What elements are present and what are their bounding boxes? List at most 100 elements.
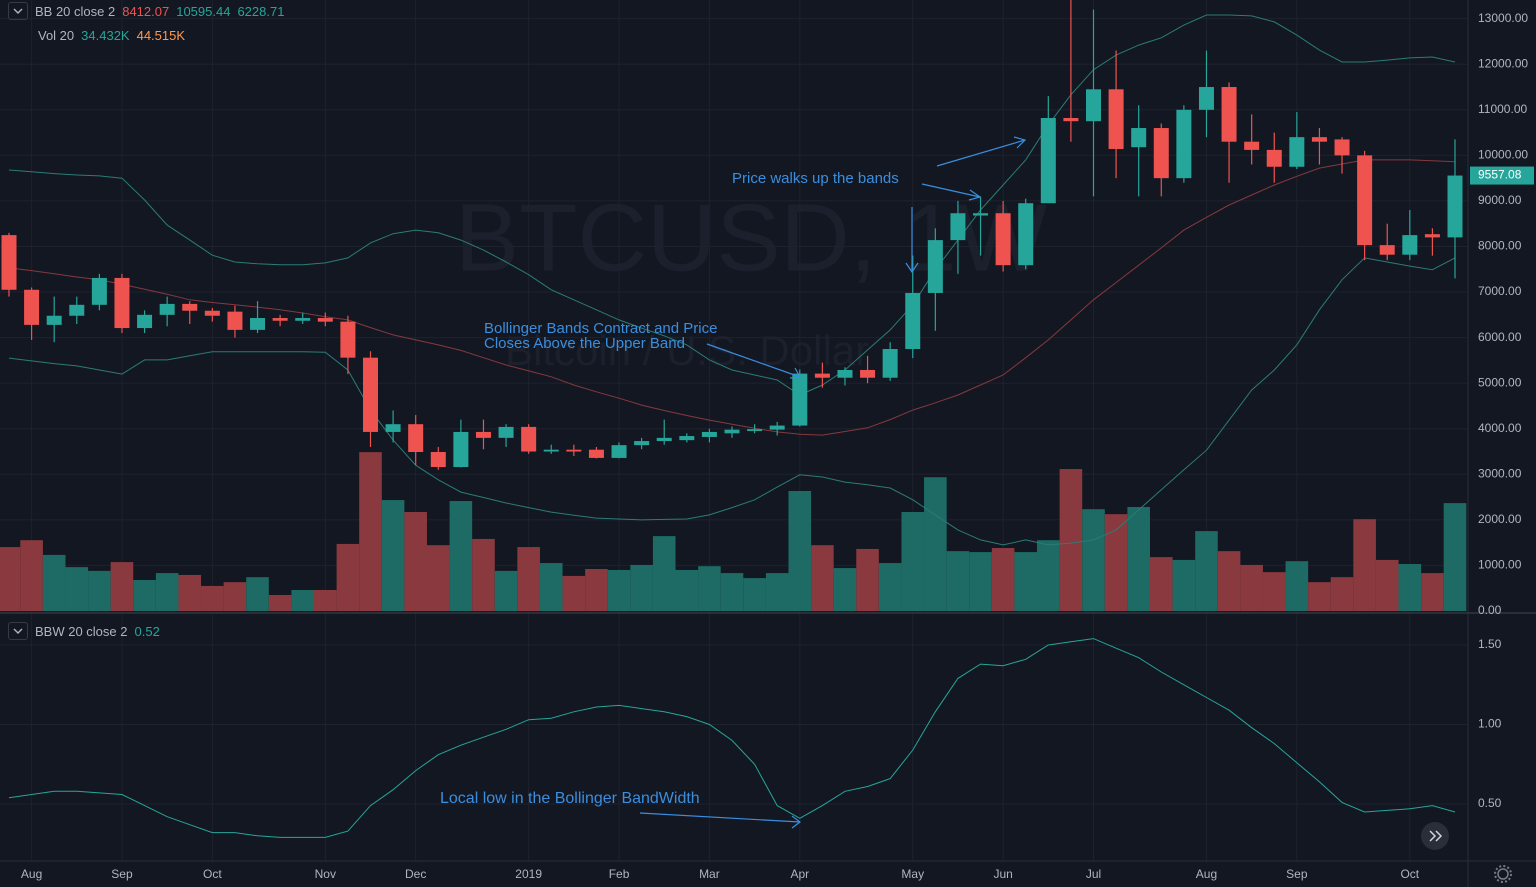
settings-button[interactable] <box>1494 865 1512 883</box>
x-tick-label: Apr <box>790 867 809 881</box>
volume-bar <box>110 562 134 611</box>
arrow-head <box>791 815 801 829</box>
candle-body <box>385 424 401 432</box>
volume-bar <box>1353 519 1376 611</box>
volume-bar <box>246 577 269 611</box>
volume-bar <box>42 554 66 611</box>
volume-bar <box>268 595 292 611</box>
candle-body <box>973 213 989 216</box>
candle-body <box>1063 118 1079 122</box>
scroll-icon[interactable] <box>1435 830 1443 842</box>
bbw-line <box>8 638 1456 838</box>
y-tick-label: 13000.00 <box>1478 11 1528 25</box>
volume-bar <box>20 540 43 611</box>
last-price-box <box>1470 166 1534 185</box>
volume-bar <box>1398 564 1422 611</box>
settings-icon[interactable] <box>1494 865 1512 883</box>
candle-body <box>250 318 266 330</box>
volume-bar <box>1172 559 1196 611</box>
arrow <box>921 183 981 198</box>
chevron[interactable] <box>13 8 23 14</box>
collapse-button[interactable] <box>8 622 28 640</box>
x-tick-label: Aug <box>21 867 42 881</box>
candle-body <box>1198 87 1214 110</box>
volume-bar <box>472 538 495 611</box>
volume-bar <box>404 511 427 611</box>
x-tick-label: 2019 <box>515 867 542 881</box>
candle-body <box>1447 175 1463 238</box>
volume-bar <box>1149 557 1173 611</box>
y-tick-label: 7000.00 <box>1478 284 1522 298</box>
volume-bar <box>652 536 676 611</box>
bollinger-band <box>8 14 1456 396</box>
volume-bar <box>0 547 21 611</box>
volume-bar <box>969 552 992 611</box>
x-tick-label: Aug <box>1196 867 1217 881</box>
volume-bar <box>88 570 111 611</box>
candle-body <box>860 369 876 378</box>
candle-body <box>1334 139 1350 156</box>
y-tick-label: 1000.00 <box>1478 558 1522 572</box>
candle-body <box>1018 203 1034 266</box>
candle-body <box>701 431 717 437</box>
legend-value: 6228.71 <box>237 3 285 19</box>
volume-bar <box>291 590 315 611</box>
candle-body <box>1 235 17 290</box>
candle-body <box>340 321 356 358</box>
scroll-icon[interactable] <box>1429 830 1437 842</box>
y-tick-label: 2000.00 <box>1478 512 1522 526</box>
volume-bar <box>675 569 699 611</box>
volume-bar <box>1217 551 1241 611</box>
candle-body <box>837 369 853 378</box>
candle-body <box>430 451 446 468</box>
annotation: Local low in the Bollinger BandWidth <box>440 790 700 807</box>
y-tick-label: 12000.00 <box>1478 56 1528 70</box>
volume-bar <box>1308 582 1331 611</box>
arrow <box>936 139 1026 167</box>
watermark-symbol: BTCUSD, 1W <box>455 184 1047 291</box>
volume-bar <box>607 569 631 611</box>
y-tick-label: 8000.00 <box>1478 239 1522 253</box>
legend-bbw: BBW 20 close 2 0.52 <box>8 622 160 640</box>
volume-bar <box>359 452 382 611</box>
candle-body <box>227 311 243 330</box>
volume-bar <box>1014 552 1038 611</box>
x-tick-label: May <box>901 867 924 881</box>
candle-body <box>363 357 378 432</box>
candle-body <box>950 213 966 241</box>
candle-body <box>611 445 627 458</box>
candle-body <box>769 425 785 430</box>
chevron[interactable] <box>13 628 23 634</box>
candle-body <box>1176 109 1192 179</box>
volume-bar <box>698 566 721 611</box>
scroll-button[interactable] <box>1421 822 1449 850</box>
legend-title: BB 20 close 2 <box>35 3 116 19</box>
annotation-texts: Price walks up the bands Bollinger Bands… <box>440 170 899 807</box>
collapse-button[interactable] <box>8 2 28 20</box>
bollinger-band <box>8 257 1456 546</box>
x-tick-label: Feb <box>609 867 630 881</box>
candle-body <box>724 429 740 434</box>
annotation: Bollinger Bands Contract and Price <box>484 320 717 337</box>
candle-body <box>679 436 695 441</box>
candle-body <box>1086 89 1101 122</box>
x-tick-label: Oct <box>203 867 222 881</box>
y-tick-label: 4000.00 <box>1478 421 1522 435</box>
candle-body <box>656 437 672 442</box>
volume-bar <box>65 567 89 611</box>
volume-bar <box>1037 540 1060 611</box>
candle-body <box>453 431 469 468</box>
candle-body <box>272 318 288 321</box>
settings-icon[interactable] <box>1497 868 1509 880</box>
last-price-label: 9557.08 <box>1478 168 1522 182</box>
volume-bar <box>517 547 540 611</box>
price-axis-bg <box>1468 0 1536 887</box>
y-tick-label: 3000.00 <box>1478 466 1522 480</box>
candle-body <box>91 277 107 305</box>
legend-value: 10595.44 <box>176 3 231 19</box>
candle-body <box>1289 137 1305 167</box>
candle-body <box>1131 128 1147 148</box>
axes: Aug Sep Oct Nov Dec 2019 Feb Mar Apr May Jun Jul Aug… <box>21 11 1534 881</box>
volume-bar <box>381 500 405 611</box>
